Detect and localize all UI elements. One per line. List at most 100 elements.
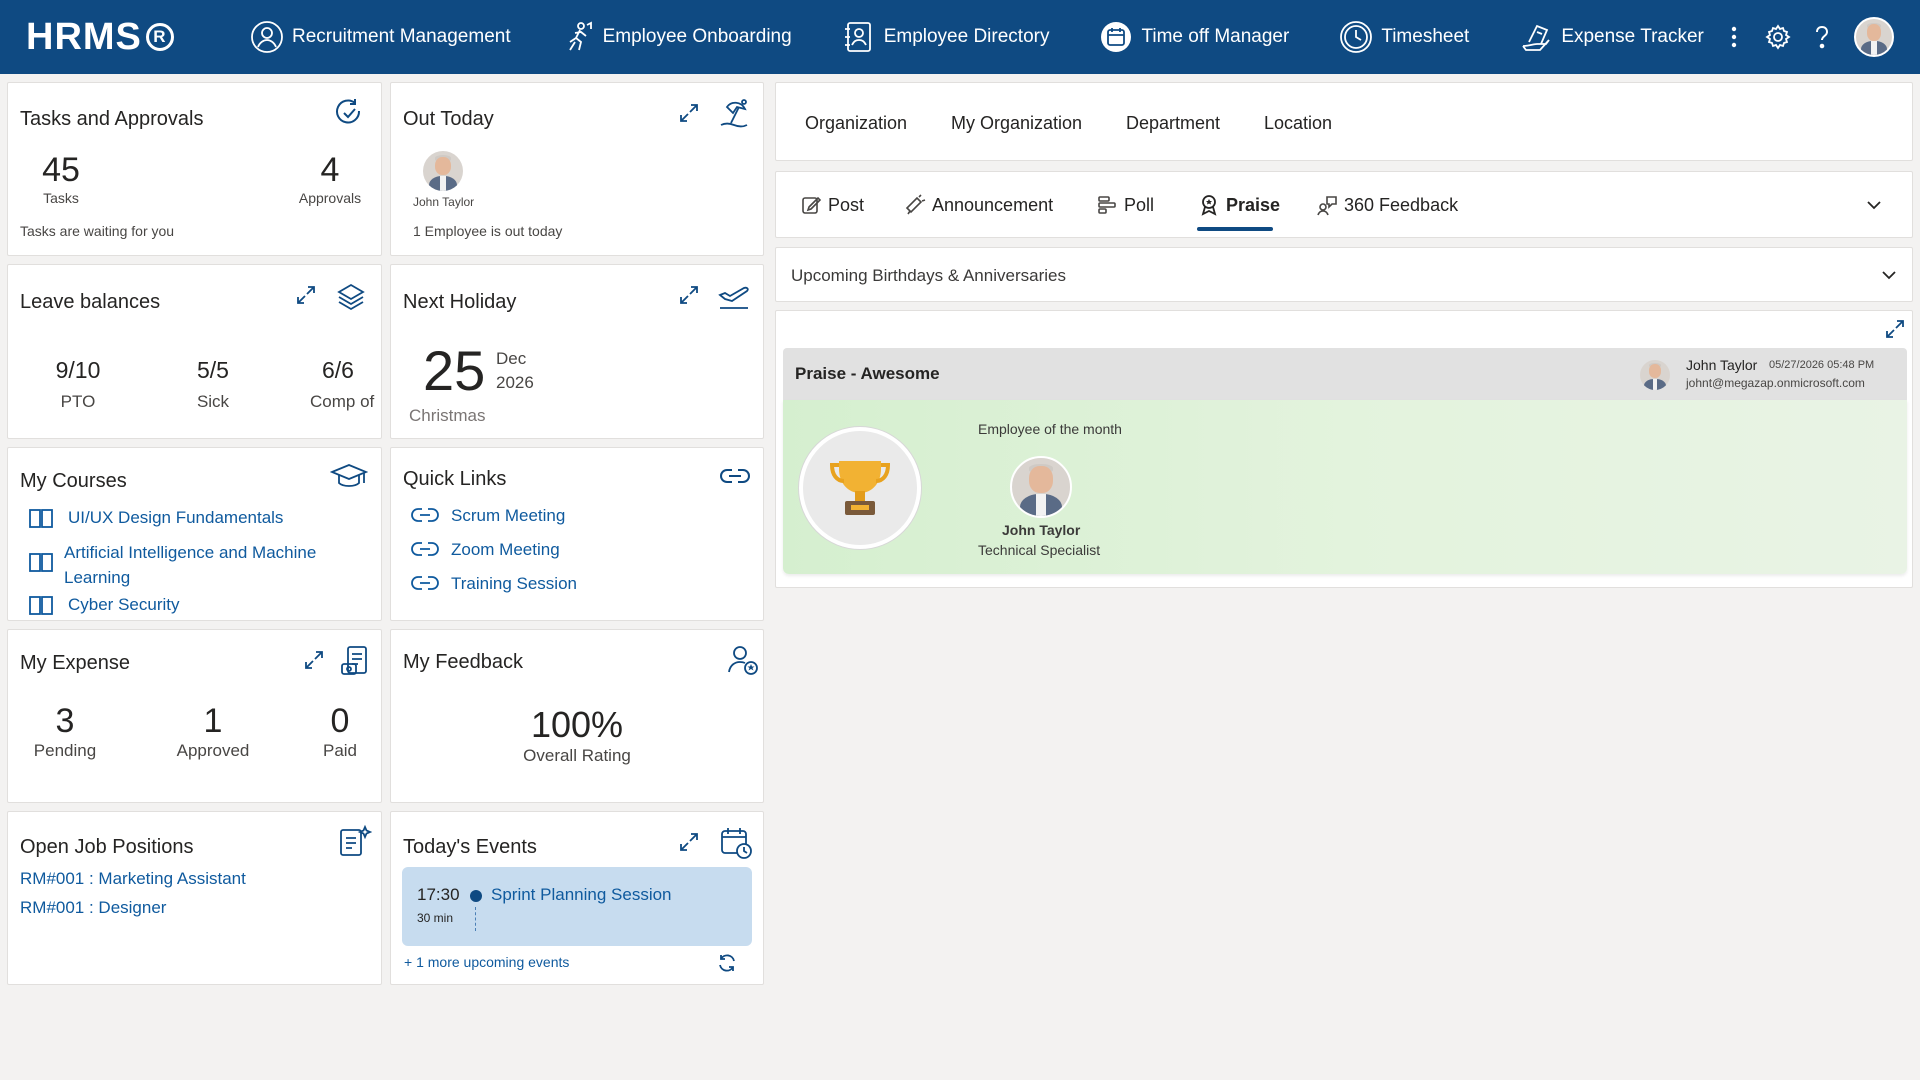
help-icon[interactable] [1808, 23, 1836, 51]
chevron-down-icon[interactable] [1865, 196, 1883, 214]
expand-icon[interactable] [304, 650, 324, 670]
card-title: Next Holiday [403, 291, 517, 313]
birthdays-label: Upcoming Birthdays & Anniversaries [791, 266, 1066, 285]
praise-post-body [783, 400, 1907, 574]
praise-title: Praise - Awesome [795, 364, 940, 383]
app-logo[interactable]: HRMS R [26, 14, 174, 60]
beach-icon [717, 97, 751, 131]
tab-announcement[interactable]: Announcement [904, 194, 1053, 216]
tab-label: Announcement [932, 194, 1054, 215]
expense-pending[interactable]: 3 Pending [30, 702, 100, 761]
quick-link-item[interactable]: Scrum Meeting [411, 506, 565, 526]
my-expense-card: My Expense 3 Pending 1 Approved 0 Paid [7, 629, 382, 803]
approvals-stat[interactable]: 4 Approvals [290, 151, 370, 206]
expense-label: Paid [322, 741, 358, 760]
expense-value: 0 [330, 702, 350, 740]
nav-employee-onboarding[interactable]: Employee Onboarding [561, 0, 792, 74]
calendar-clock-icon [719, 826, 753, 860]
nav-recruitment-management[interactable]: Recruitment Management [250, 0, 511, 74]
holiday-day: 25 [423, 339, 486, 402]
expand-icon[interactable] [296, 285, 316, 305]
recipient-avatar[interactable] [1010, 456, 1072, 518]
tab-department[interactable]: Department [1126, 113, 1221, 133]
leave-label: PTO [60, 392, 96, 411]
quick-link-item[interactable]: Zoom Meeting [411, 540, 560, 560]
job-position-link[interactable]: RM#001 : Marketing Assistant [20, 869, 246, 888]
author-avatar[interactable] [1640, 360, 1670, 390]
out-today-avatar[interactable] [423, 151, 463, 191]
tab-360-feedback[interactable]: 360 Feedback [1316, 194, 1458, 216]
expand-icon[interactable] [1885, 319, 1905, 339]
tab-label: 360 Feedback [1344, 194, 1459, 215]
nav-time-off-manager[interactable]: Time off Manager [1099, 0, 1289, 74]
nav-expense-tracker[interactable]: Expense Tracker [1519, 0, 1704, 74]
user-avatar[interactable] [1854, 17, 1894, 57]
registered-mark: R [145, 23, 174, 51]
trophy-badge [799, 427, 921, 549]
onboarding-icon [568, 21, 592, 51]
tab-label: Poll [1124, 194, 1155, 215]
more-options-icon[interactable] [1720, 23, 1748, 51]
holiday-year: 2026 [496, 373, 534, 392]
calendar-icon [1101, 22, 1132, 52]
tab-organization[interactable]: Organization [805, 113, 908, 133]
course-title: Cyber Security [68, 595, 180, 614]
event-dot [470, 890, 482, 902]
expand-icon[interactable] [679, 285, 699, 305]
leave-label: Sick [196, 392, 230, 411]
praise-timestamp: 05/27/2026 05:48 PM [1769, 359, 1875, 371]
more-events-link[interactable]: + 1 more upcoming events [404, 954, 570, 970]
event-timeline [475, 907, 476, 931]
tab-poll[interactable]: Poll [1096, 194, 1154, 216]
expense-paid[interactable]: 0 Paid [310, 702, 370, 761]
holiday-name: Christmas [409, 406, 486, 425]
card-title: My Feedback [403, 651, 524, 673]
tasks-label: Tasks [43, 190, 79, 206]
course-item[interactable]: UI/UX Design Fundamentals [28, 508, 283, 530]
quick-links-card: Quick Links Scrum Meeting Zoom Meeting T… [390, 447, 764, 621]
leave-comp-off[interactable]: 6/6 Comp of [298, 357, 378, 412]
quick-link-label: Zoom Meeting [451, 540, 560, 559]
quick-link-item[interactable]: Training Session [411, 574, 577, 594]
course-item[interactable]: Artificial Intelligence and Machine Lear… [28, 540, 316, 590]
sync-icon[interactable] [716, 952, 738, 974]
course-item[interactable]: Cyber Security [28, 595, 179, 617]
directory-icon [844, 22, 871, 52]
expense-approved[interactable]: 1 Approved [168, 702, 258, 761]
tab-my-organization[interactable]: My Organization [951, 113, 1083, 133]
out-today-footer: 1 Employee is out today [413, 223, 563, 239]
leave-pto[interactable]: 9/10 PTO [28, 357, 128, 412]
praise-author[interactable]: John Taylor [1686, 357, 1758, 373]
tasks-stat[interactable]: 45 Tasks [26, 151, 96, 206]
leave-value: 6/6 [322, 357, 354, 383]
event-item[interactable]: 17:30 30 min Sprint Planning Session [402, 867, 752, 946]
expand-icon[interactable] [679, 832, 699, 852]
user-star-icon [727, 644, 759, 676]
card-title: Open Job Positions [20, 836, 194, 858]
birthdays-anniversaries-panel[interactable]: Upcoming Birthdays & Anniversaries [775, 247, 1913, 302]
tab-post[interactable]: Post [800, 194, 864, 216]
post-type-tabs-card: Post Announcement Poll Praise 360 Feedba… [775, 171, 1913, 238]
event-duration: 30 min [417, 911, 454, 925]
approvals-count: 4 [320, 151, 340, 189]
leave-sick[interactable]: 5/5 Sick [163, 357, 263, 412]
expense-label: Approved [176, 741, 250, 760]
praise-recipient-name: John Taylor [1002, 522, 1081, 538]
settings-gear-icon[interactable] [1764, 23, 1792, 51]
card-title: Out Today [403, 108, 494, 130]
expand-icon[interactable] [679, 103, 699, 123]
organization-tabs-card: Organization My Organization Department … [775, 82, 1913, 161]
chevron-down-icon[interactable] [1880, 266, 1898, 284]
tab-praise[interactable]: Praise [1198, 194, 1280, 216]
tab-label: Post [828, 194, 865, 215]
my-feedback-card: My Feedback 100% Overall Rating [390, 629, 764, 803]
job-position-link[interactable]: RM#001 : Designer [20, 898, 167, 917]
card-title: Leave balances [20, 291, 161, 313]
refresh-check-icon[interactable] [333, 97, 365, 129]
trophy-icon [829, 461, 891, 515]
link-icon [411, 576, 439, 590]
nav-employee-directory[interactable]: Employee Directory [842, 0, 1049, 74]
nav-timesheet[interactable]: Timesheet [1339, 0, 1469, 74]
tab-location[interactable]: Location [1264, 113, 1333, 133]
megaphone-icon [905, 194, 926, 215]
